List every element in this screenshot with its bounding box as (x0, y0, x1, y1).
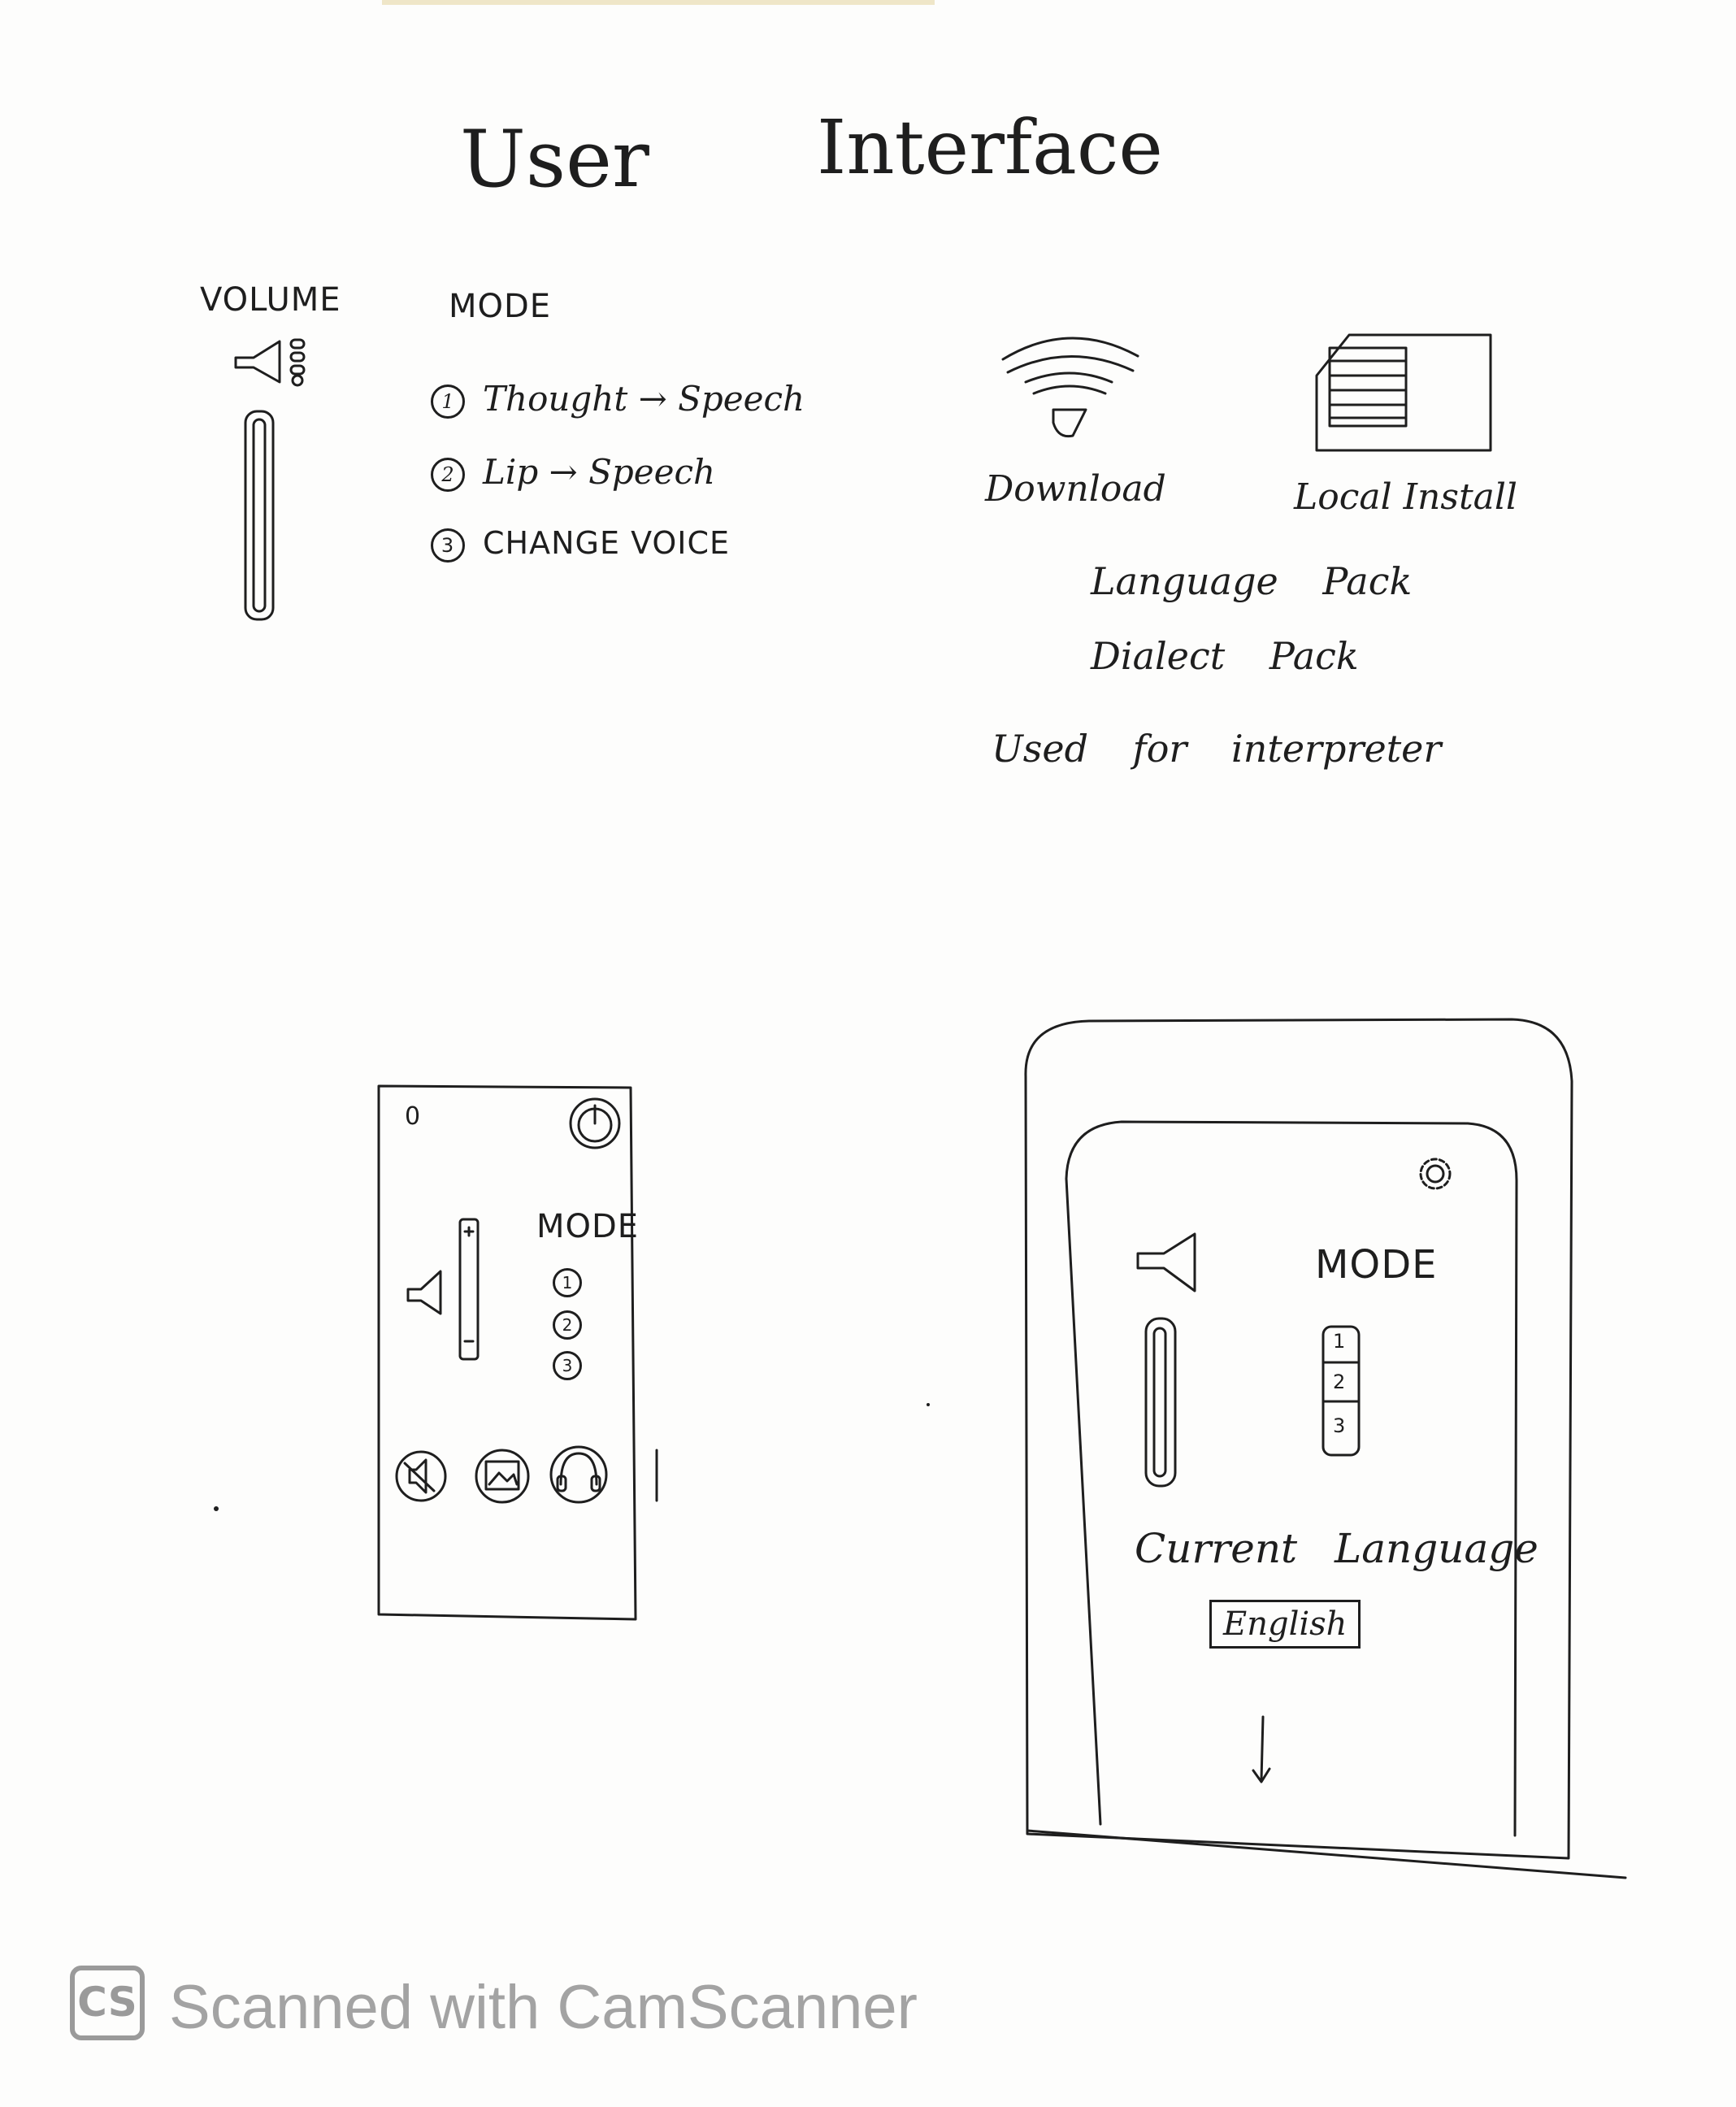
mode-item-3: 3 CHANGE VOICE (431, 525, 730, 563)
mode-option-number: 2 (553, 1310, 582, 1340)
volume-slider[interactable] (244, 410, 275, 621)
download-label: Download (985, 468, 1166, 510)
device1-frame (377, 1084, 637, 1621)
scan-dot (927, 1403, 930, 1406)
arrow-down-icon[interactable] (1252, 1715, 1271, 1783)
device2-bottom-edge (1026, 1829, 1627, 1879)
dialect-pack-label: Dialect Pack (1091, 634, 1359, 678)
device2-mode-option-1[interactable]: 1 (1333, 1330, 1346, 1353)
volume-label: VOLUME (200, 281, 341, 319)
paper-edge (382, 0, 935, 5)
mode-item-label: Thought → Speech (483, 379, 805, 419)
speaker-icon (1136, 1232, 1196, 1292)
mode-item-number: 3 (431, 528, 465, 563)
device2-volume-slider[interactable] (1144, 1317, 1177, 1488)
headphones-icon[interactable] (549, 1445, 608, 1504)
mode-item-number: 2 (431, 458, 465, 492)
speaker-icon (234, 338, 306, 387)
mode-item-label: CHANGE VOICE (483, 525, 731, 561)
scan-dot (214, 1506, 219, 1511)
device2-inner-edge (1065, 1177, 1102, 1826)
mode-item-number: 1 (431, 384, 465, 419)
mode-option-number: 3 (553, 1351, 582, 1380)
device1-volume-slider[interactable] (458, 1218, 480, 1361)
current-language-label: Current Language (1135, 1525, 1539, 1572)
mode-option-number: 1 (553, 1268, 582, 1297)
language-pack-label: Language Pack (1091, 559, 1413, 603)
device2-mode-label: MODE (1315, 1242, 1438, 1288)
device1-mode-option-1[interactable]: 1 (553, 1268, 600, 1297)
interpreter-note: Used for interpreter (992, 727, 1442, 771)
device2-mode-option-3[interactable]: 3 (1333, 1414, 1346, 1437)
gear-icon[interactable] (1419, 1158, 1452, 1190)
wifi-icon (1001, 337, 1139, 438)
speaker-icon (406, 1270, 442, 1315)
device1-mode-option-3[interactable]: 3 (553, 1351, 600, 1380)
mute-icon[interactable] (395, 1450, 447, 1502)
power-icon[interactable] (569, 1097, 621, 1149)
camscanner-logo: CS (70, 1966, 145, 2040)
device2-inner-frame (1065, 1120, 1518, 1837)
device1-indicator: 0 (405, 1102, 421, 1131)
mode-item-label: Lip → Speech (483, 452, 716, 492)
mode-item-2: 2 Lip → Speech (431, 452, 715, 492)
image-icon[interactable] (475, 1449, 530, 1504)
device2-outer-frame (1024, 1018, 1573, 1860)
title-interface: Interface (817, 104, 1163, 191)
mode-label: MODE (449, 288, 552, 325)
language-select[interactable]: English (1209, 1600, 1361, 1649)
device2-mode-selector[interactable] (1322, 1325, 1361, 1457)
title-user: User (460, 114, 649, 205)
device1-mode-label: MODE (536, 1208, 640, 1245)
local-install-label: Local Install (1294, 476, 1517, 518)
camscanner-watermark: Scanned with CamScanner (169, 1973, 918, 2042)
device2-mode-option-2[interactable]: 2 (1333, 1371, 1346, 1393)
device1-mode-option-2[interactable]: 2 (553, 1310, 600, 1340)
sd-card-icon (1315, 333, 1492, 452)
mode-item-1: 1 Thought → Speech (431, 379, 805, 419)
